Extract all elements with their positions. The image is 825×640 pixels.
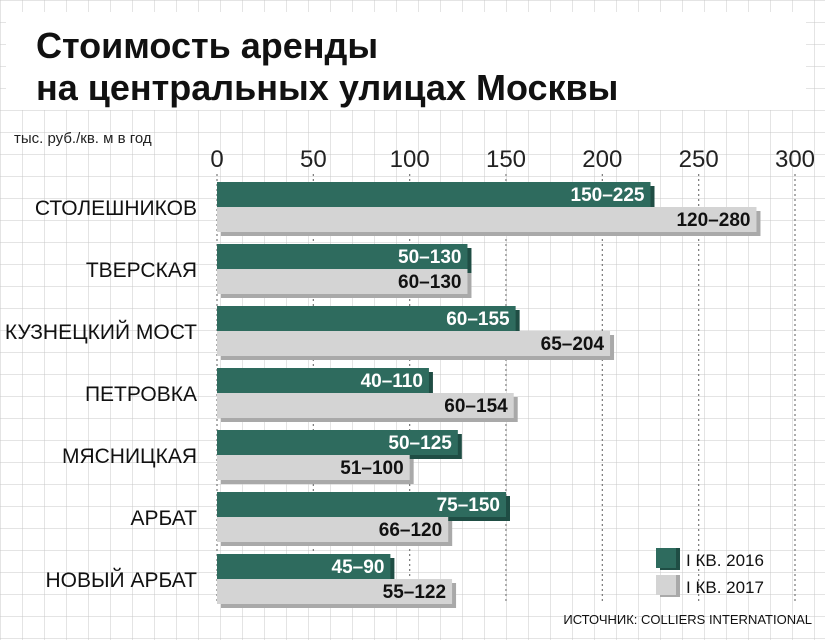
unit-label: тыс. руб./кв. м в год <box>14 130 152 147</box>
category-label: СТОЛЕШНИКОВ <box>35 197 197 220</box>
legend: I КВ. 2016 I КВ. 2017 <box>656 548 764 597</box>
bar-2017 <box>217 331 611 356</box>
bar-value-label: 66–120 <box>379 520 442 541</box>
bar-2017 <box>217 269 468 294</box>
x-tick-label: 300 <box>775 146 815 173</box>
bar-value-label: 150–225 <box>571 185 645 206</box>
source-note: ИСТОЧНИК: COLLIERS INTERNATIONAL <box>563 612 812 627</box>
x-tick-label: 200 <box>582 146 622 173</box>
bar-2017 <box>217 517 449 542</box>
bars: 150–225 120–280 50–130 60–130 60–155 65–204 40… <box>217 182 761 608</box>
bar-value-label: 51–100 <box>340 458 403 479</box>
legend-swatch-2016 <box>656 548 676 568</box>
category-labels: СТОЛЕШНИКОВ ТВЕРСКАЯ КУЗНЕЦКИЙ МОСТ ПЕТРОВК… <box>5 197 197 592</box>
bar-value-label: 40–110 <box>361 371 423 392</box>
bar-2017 <box>217 393 514 418</box>
bar-value-label: 50–130 <box>398 247 461 268</box>
bar-2016 <box>217 492 506 517</box>
x-tick-label: 50 <box>300 146 327 173</box>
legend-swatch-2017 <box>656 575 676 595</box>
x-tick-label: 0 <box>210 146 223 173</box>
x-axis-ticks: 0 50 100 150 200 250 300 <box>210 146 815 173</box>
bar-2016 <box>217 182 651 207</box>
bar-2017 <box>217 579 453 604</box>
bar-2017 <box>217 207 757 232</box>
bar-value-label: 60–155 <box>446 309 510 330</box>
category-label: НОВЫЙ АРБАТ <box>45 568 197 592</box>
bar-2017 <box>217 455 410 480</box>
bar-value-label: 65–204 <box>541 334 605 355</box>
bar-2016 <box>217 554 391 579</box>
x-tick-label: 100 <box>390 146 430 173</box>
bar-value-label: 45–90 <box>332 557 385 578</box>
bar-value-label: 60–154 <box>444 396 508 417</box>
chart-title-line1: Стоимость аренды <box>36 25 378 66</box>
category-label: КУЗНЕЦКИЙ МОСТ <box>5 320 197 344</box>
bar-2016 <box>217 430 458 455</box>
chart-title-line2: на центральных улицах Москвы <box>36 67 618 108</box>
bar-2016 <box>217 306 516 331</box>
bar-value-label: 55–122 <box>383 582 446 603</box>
category-label: АРБАТ <box>130 507 197 530</box>
legend-label-2017: I КВ. 2017 <box>686 578 764 597</box>
category-label: ПЕТРОВКА <box>85 383 197 406</box>
bar-value-label: 75–150 <box>437 495 500 516</box>
x-tick-label: 250 <box>679 146 719 173</box>
bar-value-label: 60–130 <box>398 272 461 293</box>
bar-2016 <box>217 368 429 393</box>
category-label: ТВЕРСКАЯ <box>86 259 197 282</box>
bar-value-label: 120–280 <box>676 210 750 231</box>
bar-value-label: 50–125 <box>388 433 452 454</box>
legend-label-2016: I КВ. 2016 <box>686 551 764 570</box>
x-tick-label: 150 <box>486 146 526 173</box>
title-box <box>6 12 806 110</box>
bar-2016 <box>217 244 468 269</box>
category-label: МЯСНИЦКАЯ <box>62 445 197 468</box>
